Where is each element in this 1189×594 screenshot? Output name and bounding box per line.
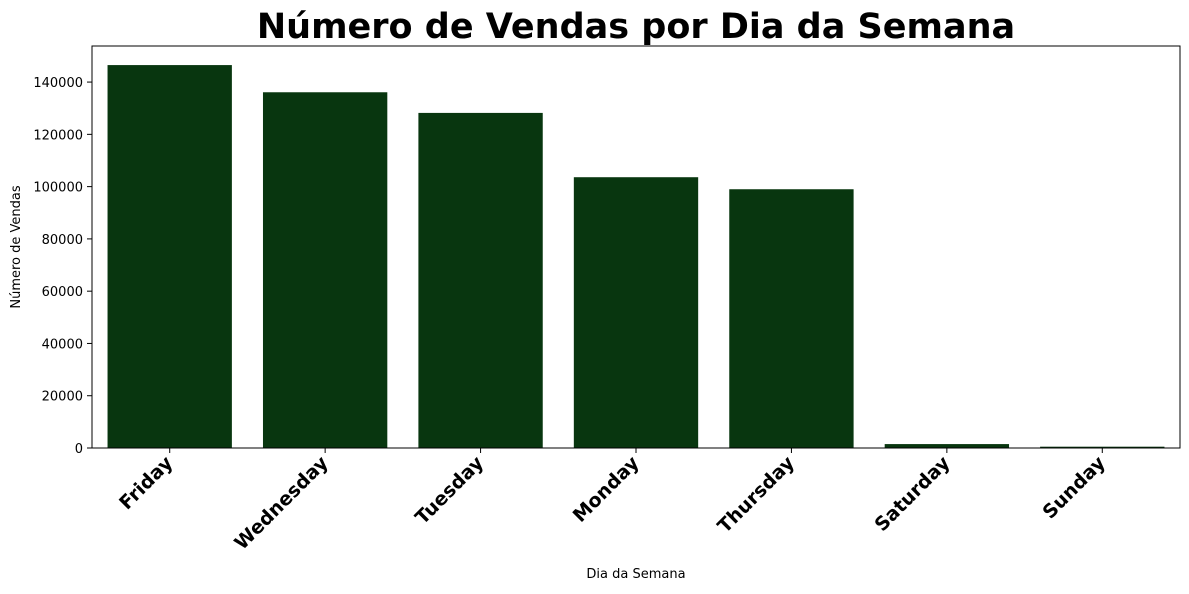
y-tick-label: 120000 xyxy=(33,128,83,143)
x-tick-label: Friday xyxy=(115,452,178,515)
x-tick-label: Saturday xyxy=(870,452,954,536)
bar-monday xyxy=(573,177,699,448)
y-tick-label: 40000 xyxy=(42,337,83,352)
x-axis: Friday Wednesday Tuesday Monday Thursday Satu… xyxy=(115,448,1110,554)
x-tick-label: Sunday xyxy=(1038,452,1110,524)
y-tick-label: 20000 xyxy=(42,390,83,405)
bar-saturday xyxy=(884,444,1010,448)
x-axis-label: Dia da Semana xyxy=(586,567,685,582)
y-tick-label: 60000 xyxy=(42,285,83,300)
x-tick-label: Thursday xyxy=(713,452,799,538)
x-tick-label: Wednesday xyxy=(230,452,333,555)
x-tick-label: Tuesday xyxy=(411,452,488,529)
bar-thursday xyxy=(729,189,854,449)
y-tick-label: 80000 xyxy=(42,233,83,248)
x-tick-label: Monday xyxy=(569,452,644,527)
bar-wednesday xyxy=(262,92,388,448)
y-axis-label: Número de Vendas xyxy=(9,185,24,308)
y-tick-label: 100000 xyxy=(33,181,83,196)
bar-friday xyxy=(107,65,232,448)
bar-sunday xyxy=(1040,446,1165,448)
y-tick-label: 0 xyxy=(75,442,83,457)
plot-area xyxy=(107,65,1165,449)
y-tick-label: 140000 xyxy=(33,76,83,91)
y-axis: 0 20000 40000 60000 80000 100000 120000 140000 xyxy=(33,76,92,457)
bar-tuesday xyxy=(418,112,543,448)
chart-title: Número de Vendas por Dia da Semana xyxy=(257,7,1015,47)
